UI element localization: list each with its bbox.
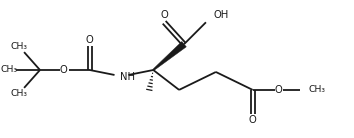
Text: O: O — [160, 10, 168, 20]
Text: O: O — [86, 35, 93, 45]
Text: NH: NH — [120, 72, 136, 82]
Text: O: O — [60, 65, 68, 75]
Text: CH₃: CH₃ — [11, 89, 28, 98]
Polygon shape — [153, 42, 186, 71]
Text: OH: OH — [214, 10, 229, 20]
Text: O: O — [275, 85, 282, 95]
Text: CH₃: CH₃ — [308, 85, 325, 94]
Text: O: O — [249, 115, 257, 125]
Text: CH₃: CH₃ — [11, 42, 28, 51]
Text: CH₃: CH₃ — [1, 66, 18, 75]
